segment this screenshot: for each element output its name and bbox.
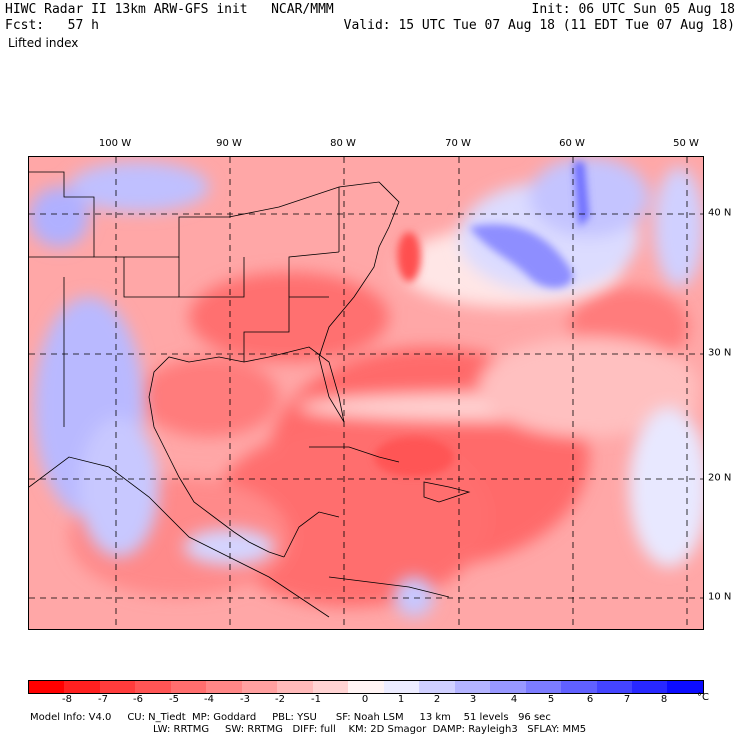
lon-label-80w: 80 W bbox=[330, 138, 356, 149]
colorbar-tick: 8 bbox=[660, 694, 668, 705]
colorbar-swatch bbox=[419, 681, 455, 693]
lat-label-30n: 30 N bbox=[708, 347, 732, 359]
lon-label-50w: 50 W bbox=[673, 138, 699, 149]
colorbar-tick: -1 bbox=[311, 694, 321, 705]
colorbar bbox=[28, 680, 704, 694]
forecast-hour: Fcst: 57 h bbox=[5, 18, 99, 33]
colorbar-tick: -2 bbox=[275, 694, 285, 705]
colorbar-tick: 4 bbox=[510, 694, 518, 705]
colorbar-swatch bbox=[241, 681, 278, 693]
stable-field bbox=[29, 157, 703, 617]
colorbar-swatch bbox=[135, 681, 171, 693]
colorbar-swatch bbox=[206, 681, 242, 693]
init-time: Init: 06 UTC Sun 05 Aug 18 bbox=[531, 2, 736, 17]
colorbar-tick: -4 bbox=[204, 694, 214, 705]
colorbar-tick: 2 bbox=[433, 694, 441, 705]
colorbar-swatch bbox=[454, 681, 491, 693]
model-info-line1: Model Info: V4.0 CU: N_Tiedt MP: Goddard… bbox=[30, 712, 551, 723]
map-canvas bbox=[29, 157, 703, 629]
colorbar-swatch bbox=[525, 681, 562, 693]
colorbar-swatch bbox=[99, 681, 136, 693]
colorbar-tick: -6 bbox=[133, 694, 143, 705]
colorbar-swatch bbox=[561, 681, 597, 693]
colorbar-swatch bbox=[667, 681, 703, 693]
colorbar-swatch bbox=[29, 681, 65, 693]
colorbar-swatch bbox=[490, 681, 526, 693]
colorbar-swatch bbox=[383, 681, 420, 693]
lon-label-100w: 100 W bbox=[98, 138, 132, 149]
colorbar-tick: 7 bbox=[623, 694, 631, 705]
colorbar-tick: 5 bbox=[547, 694, 555, 705]
colorbar-tick: 3 bbox=[469, 694, 477, 705]
lon-label-60w: 60 W bbox=[559, 138, 585, 149]
colorbar-swatch bbox=[277, 681, 313, 693]
lat-label-40n: 40 N bbox=[708, 207, 732, 219]
colorbar-tick: -7 bbox=[98, 694, 108, 705]
lifted-index-map bbox=[28, 156, 704, 630]
colorbar-swatch bbox=[64, 681, 100, 693]
colorbar-unit: °C bbox=[697, 692, 709, 703]
model-info-line2: LW: RRTMG SW: RRTMG DIFF: full KM: 2D Sm… bbox=[153, 724, 587, 735]
lon-label-70w: 70 W bbox=[445, 138, 471, 149]
lat-label-10n: 10 N bbox=[708, 591, 732, 603]
colorbar-swatch bbox=[348, 681, 384, 693]
coastlines bbox=[29, 171, 471, 618]
valid-time: Valid: 15 UTC Tue 07 Aug 18 (11 EDT Tue … bbox=[343, 18, 735, 33]
colorbar-tick: 1 bbox=[397, 694, 405, 705]
model-title: HIWC Radar II 13km ARW-GFS init NCAR/MMM bbox=[5, 2, 334, 17]
colorbar-tick: 6 bbox=[586, 694, 594, 705]
colorbar-tick: 0 bbox=[361, 694, 369, 705]
colorbar-swatch bbox=[312, 681, 349, 693]
field-name: Lifted index bbox=[8, 36, 79, 50]
colorbar-tick: -3 bbox=[240, 694, 250, 705]
graticule bbox=[29, 157, 703, 629]
colorbar-tick: -5 bbox=[169, 694, 179, 705]
colorbar-swatch bbox=[596, 681, 632, 693]
colorbar-tick: -8 bbox=[62, 694, 72, 705]
lat-label-20n: 20 N bbox=[708, 472, 732, 484]
colorbar-swatch bbox=[170, 681, 207, 693]
colorbar-swatch bbox=[631, 681, 668, 693]
lon-label-90w: 90 W bbox=[216, 138, 242, 149]
